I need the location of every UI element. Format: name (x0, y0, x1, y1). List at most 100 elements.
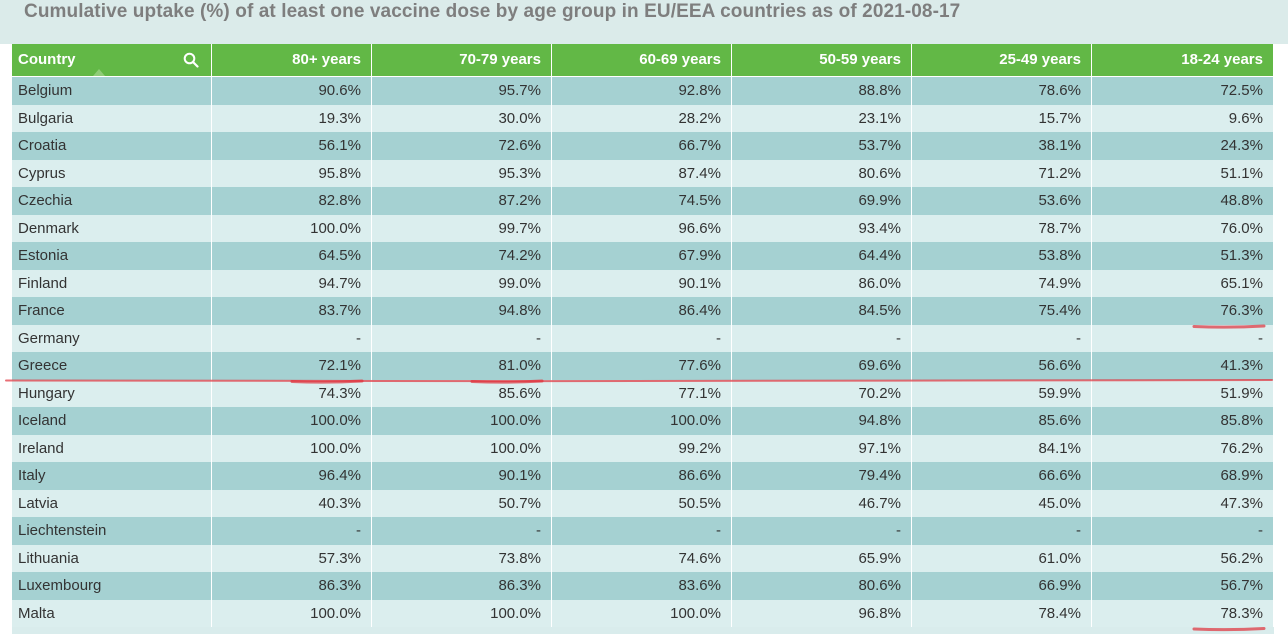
value-cell-60-69-years: 50.5% (552, 489, 732, 517)
value-cell-25-49-years: 78.7% (912, 214, 1092, 242)
table-row[interactable]: Denmark 100.0% 99.7% 96.6% 93.4% 78.7% 76.0% (12, 214, 1274, 242)
table-header: Country 80+ years 70-79 years 60-69 years 50… (12, 44, 1274, 77)
table-row[interactable]: Germany - - - - - - (12, 324, 1274, 352)
column-header-60-69-years[interactable]: 60-69 years (552, 44, 732, 76)
value-cell-50-59-years: - (732, 324, 912, 352)
value-cell-80-years: 82.8% (212, 187, 372, 215)
value-cell-25-49-years: 53.8% (912, 242, 1092, 270)
table-row[interactable]: Hungary 74.3% 85.6% 77.1% 70.2% 59.9% 51.9% (12, 379, 1274, 407)
country-cell: Croatia (12, 132, 212, 160)
column-header-label: 80+ years (292, 51, 361, 68)
value-cell-60-69-years: 92.8% (552, 77, 732, 105)
value-cell-25-49-years: 53.6% (912, 187, 1092, 215)
value-cell-18-24-years: 76.0% (1092, 214, 1274, 242)
value-cell-80-years: 56.1% (212, 132, 372, 160)
value-cell-80-years: - (212, 324, 372, 352)
value-cell-70-79-years: 95.3% (372, 159, 552, 187)
value-cell-70-79-years: 81.0% (372, 352, 552, 380)
column-header-label: 50-59 years (819, 51, 901, 68)
scrollbar-gutter[interactable] (1274, 44, 1288, 634)
value-cell-80-years: - (212, 517, 372, 545)
table-row[interactable]: Lithuania 57.3% 73.8% 74.6% 65.9% 61.0% 56.2% (12, 544, 1274, 572)
country-cell: Bulgaria (12, 104, 212, 132)
table-row[interactable]: Croatia 56.1% 72.6% 66.7% 53.7% 38.1% 24.3% (12, 132, 1274, 160)
table-row[interactable]: Luxembourg 86.3% 86.3% 83.6% 80.6% 66.9% 56.7% (12, 572, 1274, 600)
country-cell: Liechtenstein (12, 517, 212, 545)
value-cell-80-years: 100.0% (212, 407, 372, 435)
value-cell-70-79-years: 73.8% (372, 544, 552, 572)
value-cell-60-69-years: 28.2% (552, 104, 732, 132)
value-cell-60-69-years: 87.4% (552, 159, 732, 187)
value-cell-18-24-years: 56.2% (1092, 544, 1274, 572)
country-cell: Greece (12, 352, 212, 380)
country-cell: Finland (12, 269, 212, 297)
table-row[interactable]: Czechia 82.8% 87.2% 74.5% 69.9% 53.6% 48.8% (12, 187, 1274, 215)
country-cell: Belgium (12, 77, 212, 105)
column-header-50-59-years[interactable]: 50-59 years (732, 44, 912, 76)
table-row[interactable]: Malta 100.0% 100.0% 100.0% 96.8% 78.4% 78.3% (12, 599, 1274, 627)
table-row[interactable]: Liechtenstein - - - - - - (12, 517, 1274, 545)
table-row[interactable]: Cyprus 95.8% 95.3% 87.4% 80.6% 71.2% 51.1% (12, 159, 1274, 187)
table-row[interactable]: France 83.7% 94.8% 86.4% 84.5% 75.4% 76.3% (12, 297, 1274, 325)
value-cell-70-79-years: 100.0% (372, 407, 552, 435)
value-cell-18-24-years: 85.8% (1092, 407, 1274, 435)
value-cell-70-79-years: 90.1% (372, 462, 552, 490)
value-cell-60-69-years: 86.6% (552, 462, 732, 490)
value-cell-50-59-years: 93.4% (732, 214, 912, 242)
column-header-25-49-years[interactable]: 25-49 years (912, 44, 1092, 76)
column-header-80-years[interactable]: 80+ years (212, 44, 372, 76)
table-row[interactable]: Latvia 40.3% 50.7% 50.5% 46.7% 45.0% 47.3% (12, 489, 1274, 517)
value-cell-50-59-years: 46.7% (732, 489, 912, 517)
value-cell-50-59-years: 88.8% (732, 77, 912, 105)
table-row[interactable]: Ireland 100.0% 100.0% 99.2% 97.1% 84.1% 76.2% (12, 434, 1274, 462)
table-row[interactable]: Italy 96.4% 90.1% 86.6% 79.4% 66.6% 68.9% (12, 462, 1274, 490)
value-cell-50-59-years: 94.8% (732, 407, 912, 435)
search-icon[interactable] (183, 52, 199, 68)
table-row[interactable]: Greece 72.1% 81.0% 77.6% 69.6% 56.6% 41.3% (12, 352, 1274, 380)
value-cell-25-49-years: 74.9% (912, 269, 1092, 297)
value-cell-70-79-years: 87.2% (372, 187, 552, 215)
table-row[interactable]: Finland 94.7% 99.0% 90.1% 86.0% 74.9% 65.1% (12, 269, 1274, 297)
value-cell-70-79-years: 85.6% (372, 379, 552, 407)
column-header-70-79-years[interactable]: 70-79 years (372, 44, 552, 76)
value-cell-70-79-years: - (372, 324, 552, 352)
table-row[interactable]: Bulgaria 19.3% 30.0% 28.2% 23.1% 15.7% 9.6% (12, 104, 1274, 132)
value-cell-50-59-years: - (732, 517, 912, 545)
value-cell-18-24-years: - (1092, 324, 1274, 352)
value-cell-60-69-years: 66.7% (552, 132, 732, 160)
value-cell-70-79-years: 94.8% (372, 297, 552, 325)
value-cell-80-years: 72.1% (212, 352, 372, 380)
column-header-18-24-years[interactable]: 18-24 years (1092, 44, 1274, 76)
value-cell-18-24-years: 51.3% (1092, 242, 1274, 270)
value-cell-25-49-years: 38.1% (912, 132, 1092, 160)
value-cell-80-years: 100.0% (212, 599, 372, 627)
value-cell-25-49-years: 66.6% (912, 462, 1092, 490)
value-cell-80-years: 90.6% (212, 77, 372, 105)
value-cell-70-79-years: 86.3% (372, 572, 552, 600)
value-cell-25-49-years: - (912, 324, 1092, 352)
table-row[interactable]: Estonia 64.5% 74.2% 67.9% 64.4% 53.8% 51.3% (12, 242, 1274, 270)
column-header-label: Country (18, 51, 76, 68)
value-cell-25-49-years: 61.0% (912, 544, 1092, 572)
column-header-label: 18-24 years (1181, 51, 1263, 68)
value-cell-70-79-years: - (372, 517, 552, 545)
value-cell-80-years: 100.0% (212, 214, 372, 242)
value-cell-70-79-years: 74.2% (372, 242, 552, 270)
title-bar: Cumulative uptake (%) of at least one va… (0, 0, 1288, 44)
value-cell-25-49-years: - (912, 517, 1092, 545)
value-cell-70-79-years: 50.7% (372, 489, 552, 517)
value-cell-60-69-years: 90.1% (552, 269, 732, 297)
value-cell-60-69-years: 74.6% (552, 544, 732, 572)
value-cell-18-24-years: 51.9% (1092, 379, 1274, 407)
table-row[interactable]: Iceland 100.0% 100.0% 100.0% 94.8% 85.6% 85.8% (12, 407, 1274, 435)
sort-ascending-indicator[interactable] (93, 69, 105, 76)
column-header-country[interactable]: Country (12, 44, 212, 76)
value-cell-60-69-years: 100.0% (552, 407, 732, 435)
value-cell-25-49-years: 85.6% (912, 407, 1092, 435)
value-cell-18-24-years: 24.3% (1092, 132, 1274, 160)
value-cell-18-24-years: 68.9% (1092, 462, 1274, 490)
value-cell-50-59-years: 80.6% (732, 159, 912, 187)
table-row[interactable]: Belgium 90.6% 95.7% 92.8% 88.8% 78.6% 72.5% (12, 77, 1274, 105)
value-cell-50-59-years: 69.6% (732, 352, 912, 380)
value-cell-25-49-years: 59.9% (912, 379, 1092, 407)
